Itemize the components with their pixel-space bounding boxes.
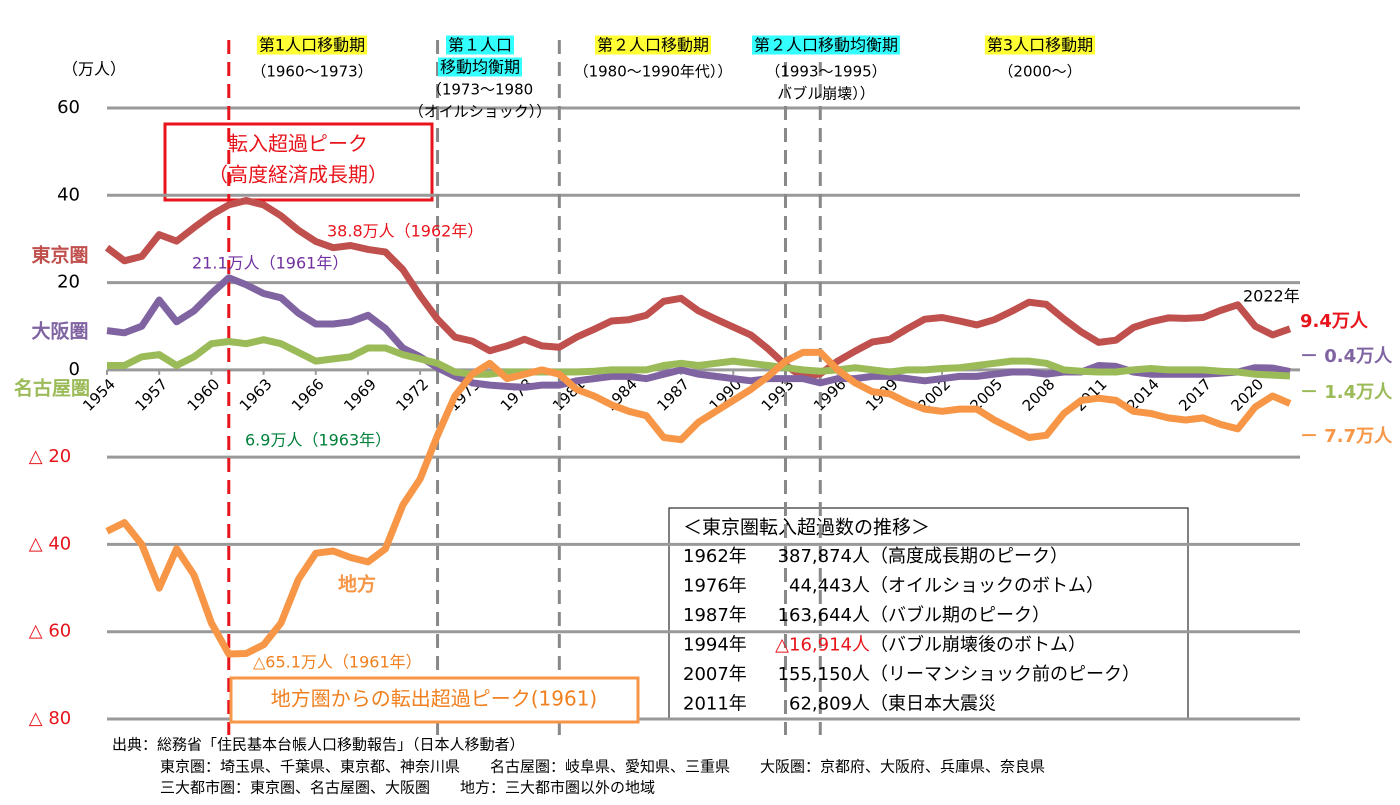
table-count: 44,443人 xyxy=(789,576,870,597)
period-sub: （1980～1990年代）） xyxy=(574,63,733,81)
y-tick-label: 40 xyxy=(57,184,80,205)
x-tick-label: 1963 xyxy=(236,375,276,415)
x-tick-label: 1978 xyxy=(497,375,537,415)
period-sub: （1960～1973） xyxy=(251,63,372,81)
table-year: 1994年 xyxy=(683,635,747,656)
peak-box-text: （高度経済成長期） xyxy=(208,163,388,187)
annotation: 38.8万人（1962年） xyxy=(327,222,483,241)
end-label: － 7.7万人 xyxy=(1300,426,1393,447)
period-highlight xyxy=(437,57,523,77)
y-tick-label: △ 40 xyxy=(29,533,71,554)
outflow-box-text: 地方圏からの転出超過ピーク(1961) xyxy=(271,687,598,711)
x-tick-label: 1960 xyxy=(184,375,224,415)
unit-label: （万人） xyxy=(62,60,126,79)
table-note: （高度成長期のピーク） xyxy=(870,546,1068,567)
x-tick-label: 2011 xyxy=(1071,375,1111,415)
period-title: 第２人口移動期 xyxy=(597,36,709,55)
peak-box-text: 転入超過ピーク xyxy=(228,132,368,156)
outflow-box xyxy=(229,676,640,724)
annotation: 21.1万人（1961年） xyxy=(192,254,348,273)
table-note: （オイルショックのボトム） xyxy=(870,576,1104,597)
source: 東京圏：埼玉県、千葉県、東京都、神奈川県 名古屋圏：岐阜県、愛知県、三重県 大阪… xyxy=(160,758,1045,776)
x-tick-label: 2020 xyxy=(1227,375,1267,415)
period-highlight xyxy=(984,35,1096,55)
series-line xyxy=(105,348,1292,658)
annotation: △65.1万人（1961年） xyxy=(253,653,422,672)
table-count: △16,914人 xyxy=(775,635,870,656)
period-sub: バブル崩壊）） xyxy=(777,85,875,103)
period-title: 第１人口 xyxy=(448,36,512,55)
table-year: 1962年 xyxy=(683,546,747,567)
series-line xyxy=(106,274,1291,391)
x-tick-label: 1957 xyxy=(131,375,171,415)
table-note: （バブル崩壊後のボトム） xyxy=(870,634,1086,656)
table-count: 387,874人 xyxy=(778,546,870,567)
end-label: － 0.4万人 xyxy=(1300,346,1393,367)
period-highlight xyxy=(445,35,515,55)
table-count: 155,150人 xyxy=(778,664,870,685)
period-sub: （1993～1995） xyxy=(765,63,886,81)
y-tick-label: △ 60 xyxy=(29,621,71,642)
peak-box xyxy=(163,122,434,202)
table-note: （バブル期のピーク） xyxy=(870,604,1050,626)
period-title: 移動均衡期 xyxy=(440,58,520,77)
x-tick-label: 1987 xyxy=(653,375,693,415)
x-tick-label: 2017 xyxy=(1175,375,1215,415)
series-label: 名古屋圏 xyxy=(14,377,90,400)
series-label: 地方 xyxy=(338,573,376,596)
series-label: 大阪圏 xyxy=(31,320,88,343)
table-year: 2011年 xyxy=(683,694,747,715)
period-sub: （1973～1980 xyxy=(427,81,533,99)
table-note: （東日本大震災 xyxy=(870,694,996,715)
end-label: 9.4万人 xyxy=(1300,311,1369,332)
table-note: （リーマンショック前のピーク） xyxy=(870,664,1140,685)
source: 出典：総務省「住民基本台帳人口移動報告」（日本人移動者） xyxy=(112,736,525,754)
period-sub: （オイルショック）） xyxy=(409,103,552,121)
y-tick-label: 20 xyxy=(57,272,80,293)
table-year: 1976年 xyxy=(683,576,747,597)
x-tick-label: 1966 xyxy=(288,375,328,415)
end-label: － 1.4万人 xyxy=(1300,382,1393,403)
period-title: 第1人口移動期 xyxy=(259,36,365,55)
table-count: 62,809人 xyxy=(789,694,870,715)
y-tick-label: △ 20 xyxy=(29,446,71,467)
x-tick-label: 2008 xyxy=(1019,375,1059,415)
annotation: 6.9万人（1963年） xyxy=(245,431,391,450)
period-highlight xyxy=(256,35,368,55)
table-year: 1987年 xyxy=(683,605,747,626)
x-tick-label: 1969 xyxy=(340,375,380,415)
series-label: 東京圏 xyxy=(31,244,88,267)
table-year: 2007年 xyxy=(683,664,747,685)
source: 三大都市圏：東京圏、名古屋圏、大阪圏 地方：三大都市圏以外の地域 xyxy=(160,779,655,797)
y-tick-label: 60 xyxy=(57,97,80,118)
period-title: 第3人口移動期 xyxy=(987,36,1093,55)
series-line xyxy=(104,197,1292,381)
table-count: 163,644人 xyxy=(778,605,870,626)
period-title: 第２人口移動均衡期 xyxy=(754,36,898,55)
y-tick-label: △ 80 xyxy=(29,708,71,729)
table-title: ＜東京圏転入超過数の推移＞ xyxy=(683,517,930,539)
annotation: 2022年 xyxy=(1243,287,1300,306)
period-sub: （2000～） xyxy=(998,63,1081,81)
y-tick-label: 0 xyxy=(69,359,80,380)
period-highlight xyxy=(594,35,712,55)
series-line xyxy=(107,336,1291,380)
x-tick-label: 1972 xyxy=(392,375,432,415)
period-highlight xyxy=(751,35,901,55)
